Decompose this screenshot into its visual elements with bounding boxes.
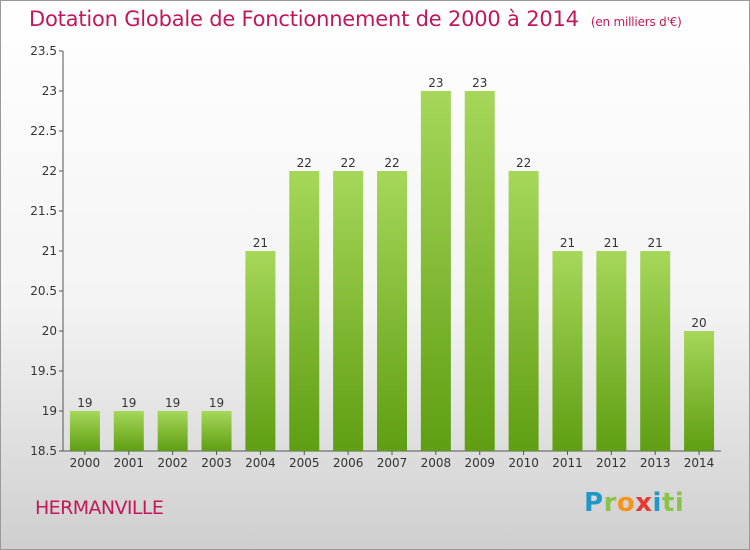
y-tick-label: 23 — [42, 84, 57, 98]
bar — [69, 411, 100, 451]
x-tick-label: 2009 — [464, 456, 495, 470]
x-tick-label: 2008 — [421, 456, 452, 470]
bar — [289, 171, 320, 451]
x-tick-label: 2010 — [508, 456, 539, 470]
x-tick-label: 2005 — [289, 456, 320, 470]
y-tick-label: 19.5 — [30, 364, 57, 378]
x-tick-label: 2002 — [157, 456, 188, 470]
logo-letter: i — [674, 488, 685, 518]
data-label: 19 — [165, 396, 180, 410]
bar — [201, 411, 232, 451]
bar — [420, 91, 451, 451]
bar — [684, 331, 715, 451]
data-label: 23 — [428, 76, 443, 90]
x-tick-label: 2000 — [70, 456, 101, 470]
y-tick-label: 22.5 — [30, 124, 57, 138]
x-tick-label: 2012 — [596, 456, 627, 470]
title-text: Dotation Globale de Fonctionnement de 20… — [29, 7, 579, 31]
y-tick-label: 18.5 — [30, 444, 57, 458]
data-label: 19 — [77, 396, 92, 410]
y-tick-label: 21.5 — [30, 204, 57, 218]
y-tick-label: 23.5 — [30, 44, 57, 58]
bar — [377, 171, 407, 451]
logo-letter: o — [616, 488, 636, 518]
x-tick-label: 2006 — [333, 456, 364, 470]
bar — [508, 171, 539, 451]
bar — [552, 251, 583, 451]
y-tick-label: 22 — [42, 164, 57, 178]
data-label: 23 — [472, 76, 487, 90]
logo-letter: x — [635, 488, 653, 518]
bar — [640, 251, 671, 451]
y-tick-label: 20.5 — [30, 284, 57, 298]
y-tick-label: 19 — [42, 404, 57, 418]
bar — [157, 411, 188, 451]
x-tick-label: 2007 — [377, 456, 408, 470]
proxiti-logo: Proxiti — [584, 488, 684, 518]
x-tick-label: 2003 — [201, 456, 232, 470]
commune-name: HERMANVILLE — [35, 497, 164, 519]
bar — [245, 251, 276, 451]
unit-label: (en milliers d'€) — [590, 15, 682, 29]
y-tick-label: 21 — [42, 244, 57, 258]
x-tick-label: 2011 — [552, 456, 583, 470]
data-label: 19 — [121, 396, 136, 410]
data-label: 20 — [691, 316, 706, 330]
bar — [596, 251, 627, 451]
chart-title: Dotation Globale de Fonctionnement de 20… — [29, 7, 682, 31]
data-label: 22 — [516, 156, 531, 170]
x-tick-label: 2014 — [684, 456, 715, 470]
logo-letter: i — [652, 488, 662, 518]
data-label: 21 — [560, 236, 575, 250]
y-tick-label: 20 — [42, 324, 57, 338]
data-label: 19 — [209, 396, 224, 410]
x-tick-label: 2013 — [640, 456, 671, 470]
data-label: 21 — [648, 236, 663, 250]
data-label: 21 — [253, 236, 268, 250]
logo-letter: r — [603, 488, 617, 518]
data-label: 21 — [604, 236, 619, 250]
logo-letter: P — [584, 488, 604, 518]
x-tick-label: 2001 — [114, 456, 145, 470]
x-tick-label: 2004 — [245, 456, 276, 470]
logo-letter: t — [661, 488, 675, 518]
data-label: 22 — [297, 156, 312, 170]
data-label: 22 — [340, 156, 355, 170]
bar — [333, 171, 364, 451]
bar — [113, 411, 144, 451]
data-label: 22 — [384, 156, 399, 170]
bar — [464, 91, 495, 451]
